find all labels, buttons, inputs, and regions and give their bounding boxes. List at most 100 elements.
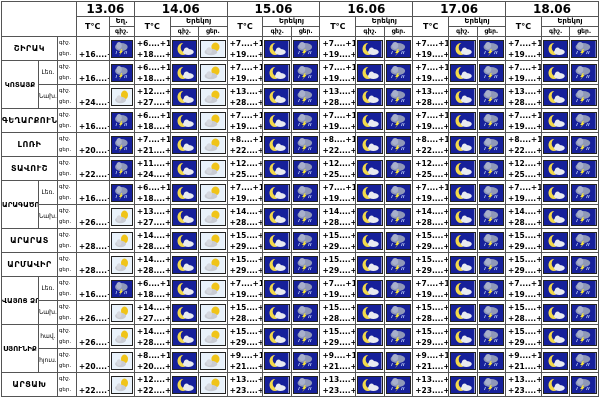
weather-icon-cell xyxy=(569,228,599,253)
moon-cloud-icon xyxy=(542,231,569,250)
rain-cloud-icon xyxy=(478,255,505,274)
weather-icon-cell xyxy=(198,156,228,181)
rain-cloud-icon xyxy=(385,159,412,178)
moon-cloud-icon xyxy=(264,87,290,106)
moon-cloud-icon xyxy=(450,231,476,250)
weather-icon-cell xyxy=(569,180,599,205)
rain-cloud-icon xyxy=(292,303,319,322)
rain-cloud-icon xyxy=(292,327,319,346)
weather-icon-cell xyxy=(169,108,200,133)
condition-label: Եղ. xyxy=(108,16,135,27)
rain-cloud-icon xyxy=(385,207,412,226)
moon-cloud-icon xyxy=(171,135,198,154)
weather-icon-cell xyxy=(169,156,200,181)
weather-icon-cell xyxy=(108,348,135,373)
condition-label: Երեկոյ xyxy=(540,16,600,27)
sub-region-label: հավ. xyxy=(37,324,58,349)
region-name: ԱՐԱՐԱՏ xyxy=(1,228,58,253)
rain-cloud-icon xyxy=(478,375,505,394)
rain-cloud-icon xyxy=(571,135,597,154)
temperature-cell: +7....+12+19....+24 xyxy=(319,36,357,61)
weather-icon-cell xyxy=(198,324,228,349)
sun-cloud-icon xyxy=(200,183,226,202)
temperature-cell: +12....+17+25....+29 xyxy=(412,156,450,181)
temperature-cell: +6....+11+18....+23 xyxy=(133,276,171,301)
weather-icon-cell xyxy=(355,180,385,205)
rain-cloud-icon xyxy=(571,231,597,250)
weather-icon-cell xyxy=(198,228,228,253)
day-label: ցեր. xyxy=(198,26,228,37)
moon-cloud-icon xyxy=(450,87,476,106)
rain-cloud-icon xyxy=(110,159,133,178)
rain-cloud-icon xyxy=(571,327,597,346)
period-labels: գիշ. ցեր. xyxy=(56,252,77,277)
temperature-cell: +6....+11+18....+23 xyxy=(133,60,171,85)
temperature-cell: +14....+17+28....+30 xyxy=(133,228,171,253)
date-header: 13.06 xyxy=(75,1,135,17)
period-labels: գիշ. ցեր. xyxy=(56,276,77,301)
weather-icon-cell xyxy=(540,324,571,349)
weather-icon-cell xyxy=(569,108,599,133)
period-labels: գիշ. ցեր. xyxy=(56,60,77,85)
rain-cloud-icon xyxy=(110,183,133,202)
temperature-cell: +20....+23 xyxy=(75,132,110,157)
moon-cloud-icon xyxy=(264,111,290,130)
weather-icon-cell xyxy=(290,156,321,181)
moon-cloud-icon xyxy=(264,327,290,346)
rain-cloud-icon xyxy=(385,231,412,250)
temp-unit-label: T°C xyxy=(226,16,264,37)
sun-cloud-icon xyxy=(200,159,226,178)
moon-cloud-icon xyxy=(171,111,198,130)
temperature-cell: +9....+13+21....+25 xyxy=(226,348,264,373)
temperature-cell: +16....+21 xyxy=(75,108,110,133)
weather-icon-cell xyxy=(108,372,135,397)
temperature-cell: +15....+20+29....+33 xyxy=(319,324,357,349)
weather-icon-cell xyxy=(290,252,321,277)
rain-cloud-icon xyxy=(110,111,133,130)
temperature-cell: +15....+18+28....+31 xyxy=(412,300,450,325)
weather-icon-cell xyxy=(108,276,135,301)
temperature-cell: +15....+20+29....+33 xyxy=(226,324,264,349)
temperature-cell: +7....+12+19....+24 xyxy=(319,108,357,133)
moon-cloud-icon xyxy=(450,207,476,226)
weather-icon-cell xyxy=(476,300,507,325)
date-header: 14.06 xyxy=(133,1,228,17)
weather-icon-cell xyxy=(383,228,414,253)
moon-cloud-icon xyxy=(264,183,290,202)
sun-cloud-icon xyxy=(110,351,133,370)
rain-cloud-icon xyxy=(571,111,597,130)
temperature-cell: +13....+15+28....+30 xyxy=(226,84,264,109)
weather-icon-cell xyxy=(262,60,292,85)
moon-cloud-icon xyxy=(264,375,290,394)
weather-icon-cell xyxy=(383,300,414,325)
temperature-cell: +14....+17+28....+30 xyxy=(133,252,171,277)
temperature-cell: +7....+12+19....+24 xyxy=(412,108,450,133)
rain-cloud-icon xyxy=(385,279,412,298)
night-label: գիշ. xyxy=(540,26,571,37)
weather-icon-cell xyxy=(355,300,385,325)
temperature-cell: +15....+18+29....+31 xyxy=(319,228,357,253)
region-row: հյուս.գիշ.ցեր.+20....+23 +8....+12+20...… xyxy=(2,348,599,373)
moon-cloud-icon xyxy=(450,255,476,274)
rain-cloud-icon xyxy=(571,87,597,106)
weather-icon-cell xyxy=(540,300,571,325)
moon-cloud-icon xyxy=(171,351,198,370)
weather-icon-cell xyxy=(448,300,478,325)
weather-icon-cell xyxy=(262,324,292,349)
weather-icon-cell xyxy=(262,36,292,61)
temperature-cell: +15....+18+29....+31 xyxy=(505,228,542,253)
weather-icon-cell xyxy=(198,204,228,229)
weather-icon-cell xyxy=(448,156,478,181)
day-label: ցեր. xyxy=(383,26,414,37)
weather-icon-cell xyxy=(476,252,507,277)
moon-cloud-icon xyxy=(357,207,383,226)
weather-icon-cell xyxy=(290,108,321,133)
moon-cloud-icon xyxy=(357,279,383,298)
rain-cloud-icon xyxy=(571,375,597,394)
weather-icon-cell xyxy=(569,132,599,157)
rain-cloud-icon xyxy=(478,303,505,322)
